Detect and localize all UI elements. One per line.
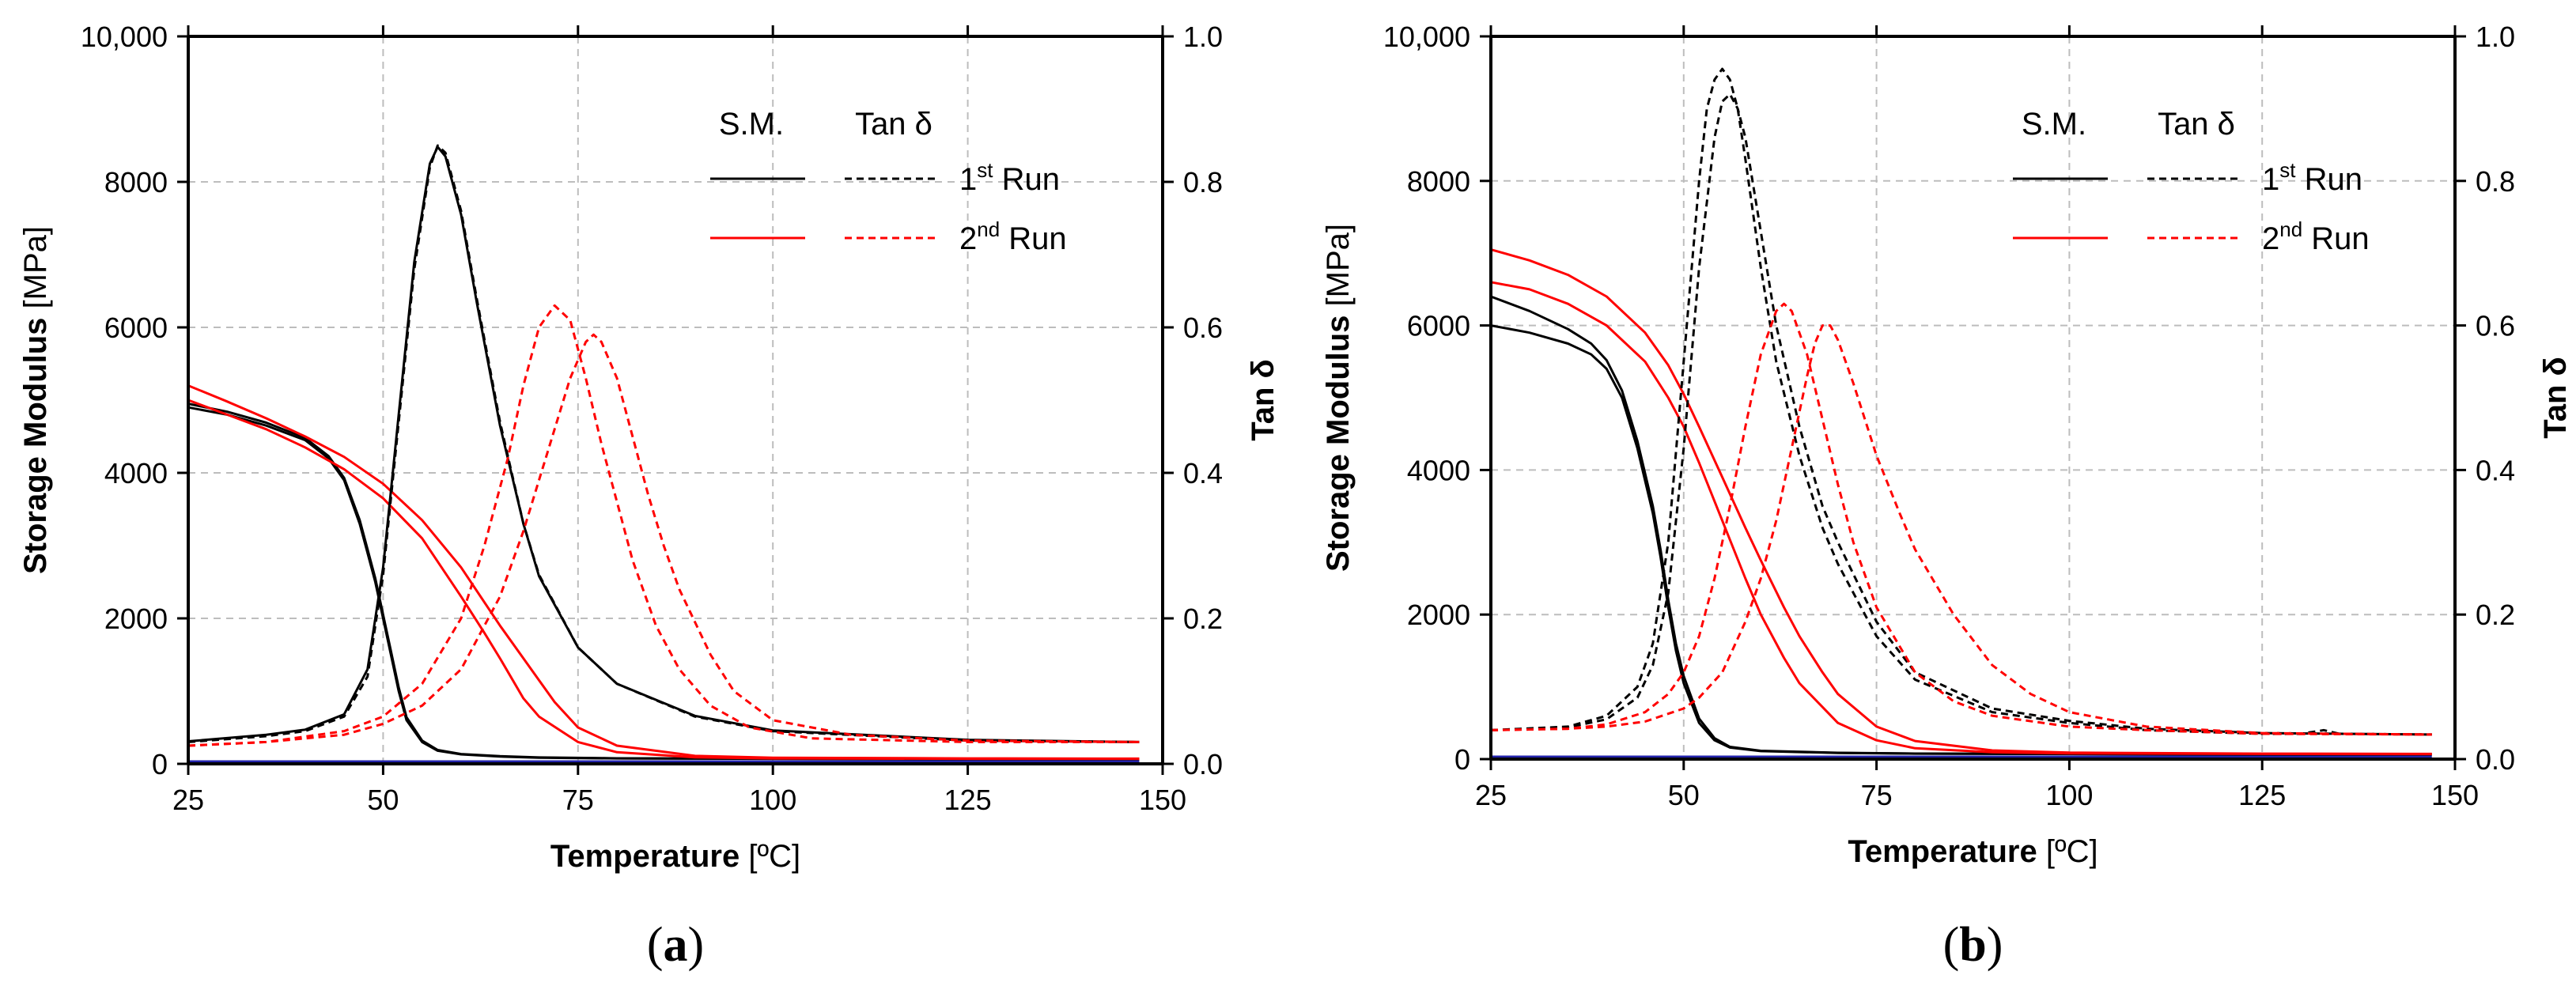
x-tick-label: 75 <box>1861 779 1893 811</box>
legend-label: 2nd Run <box>959 217 1067 256</box>
series-line-7 <box>1490 302 2432 736</box>
x-tick-label: 25 <box>172 784 204 816</box>
x-axis-label: Temperature <box>1848 834 2037 869</box>
y-axis-unit: [MPa] <box>1321 224 1356 306</box>
legend-header-tan: Tan δ <box>855 107 932 142</box>
panel-b: 25 50 75 100 125 150 0 2000 4000 6000 8000 10,000 0.… <box>1321 21 2573 972</box>
legend-header-sm: S.M. <box>719 107 784 142</box>
y2-tick-label: 1.0 <box>2476 21 2515 53</box>
y2-tick-label: 0.8 <box>2476 165 2515 198</box>
legend-label: 2nd Run <box>2262 217 2370 256</box>
y2-tick-label: 0.4 <box>1183 457 1223 489</box>
y2-tick-label: 0.8 <box>1183 166 1223 198</box>
y-tick-label: 10,000 <box>81 21 168 53</box>
x-tick-label: 100 <box>2045 779 2093 811</box>
x-tick-label: 50 <box>1668 779 1700 811</box>
y2-tick-label: 0.4 <box>2476 454 2515 486</box>
panel-label: (b) <box>1943 918 2003 972</box>
x-axis-unit: [ºC] <box>2046 834 2098 869</box>
y-tick-label: 8000 <box>104 166 168 198</box>
series-line-3 <box>187 399 1140 761</box>
y2-tick-label: 0.2 <box>1183 603 1223 635</box>
y-tick-label: 6000 <box>104 312 168 344</box>
y-axis-unit: [MPa] <box>18 226 53 308</box>
x-axis-unit: [ºC] <box>748 839 800 874</box>
x-tick-label: 50 <box>367 784 399 816</box>
y2-tick-label: 0.6 <box>2476 310 2515 342</box>
x-tick-label: 100 <box>749 784 796 816</box>
y-tick-label: 2000 <box>104 603 168 635</box>
y2-axis-title: Tan δ <box>2538 357 2573 439</box>
panel-label: (a) <box>647 918 704 972</box>
legend-label: 1st Run <box>2262 158 2362 197</box>
y2-axis-title: Tan δ <box>1246 359 1280 441</box>
legend-label: 1st Run <box>959 158 1060 197</box>
y-tick-label: 0 <box>1454 743 1470 776</box>
y2-tick-label: 1.0 <box>1183 21 1223 53</box>
y-tick-label: 8000 <box>1407 165 1470 198</box>
series-line-5 <box>1490 67 2432 736</box>
x-axis-label: Temperature <box>550 839 740 874</box>
x-tick-label: 25 <box>1475 779 1507 811</box>
x-axis-title: Temperature [ºC] <box>1848 834 2097 869</box>
y-tick-label: 6000 <box>1407 310 1470 342</box>
y2-tick-label: 0.2 <box>2476 599 2515 631</box>
series-line-2 <box>1490 295 2432 756</box>
y-axis-label: Storage Modulus <box>1321 316 1356 572</box>
y2-tick-label: 0.0 <box>2476 743 2515 776</box>
legend-header-sm: S.M. <box>2022 107 2086 142</box>
legend: S.M. Tan δ 1st Run 2nd Run <box>710 107 1067 256</box>
y-tick-label: 0 <box>152 748 168 780</box>
y-axis-label: Storage Modulus <box>18 318 53 574</box>
series-line-6 <box>1490 93 2432 736</box>
series-line-8 <box>1490 324 2432 736</box>
y-tick-label: 2000 <box>1407 599 1470 631</box>
series-line-2 <box>187 402 1140 761</box>
y-axis-title: Storage Modulus [MPa] <box>1321 224 1356 572</box>
y2-tick-label: 0.0 <box>1183 748 1223 780</box>
series-line-4 <box>1490 248 2432 755</box>
series-line-7 <box>187 304 1140 747</box>
series-line-1 <box>1490 324 2432 756</box>
series-line-6 <box>187 145 1140 743</box>
x-tick-label: 125 <box>944 784 992 816</box>
y-tick-label: 4000 <box>1407 454 1470 486</box>
y-axis-title: Storage Modulus [MPa] <box>18 226 53 574</box>
series-line-8 <box>187 333 1140 747</box>
series-line-3 <box>1490 281 2432 756</box>
series-line-4 <box>187 384 1140 760</box>
x-tick-label: 150 <box>2431 779 2479 811</box>
legend-header-tan: Tan δ <box>2158 107 2235 142</box>
series-line-5 <box>187 144 1140 743</box>
x-tick-label: 75 <box>562 784 594 816</box>
legend: S.M. Tan δ 1st Run 2nd Run <box>2013 107 2370 256</box>
x-axis-title: Temperature [ºC] <box>550 839 800 874</box>
panel-a: 25 50 75 100 125 150 0 2000 4000 6000 8000 10,000 0.… <box>18 21 1280 972</box>
y-tick-label: 4000 <box>104 457 168 489</box>
y-tick-label: 10,000 <box>1383 21 1470 53</box>
x-tick-label: 125 <box>2238 779 2286 811</box>
y2-tick-label: 0.6 <box>1183 312 1223 344</box>
x-tick-label: 150 <box>1139 784 1186 816</box>
